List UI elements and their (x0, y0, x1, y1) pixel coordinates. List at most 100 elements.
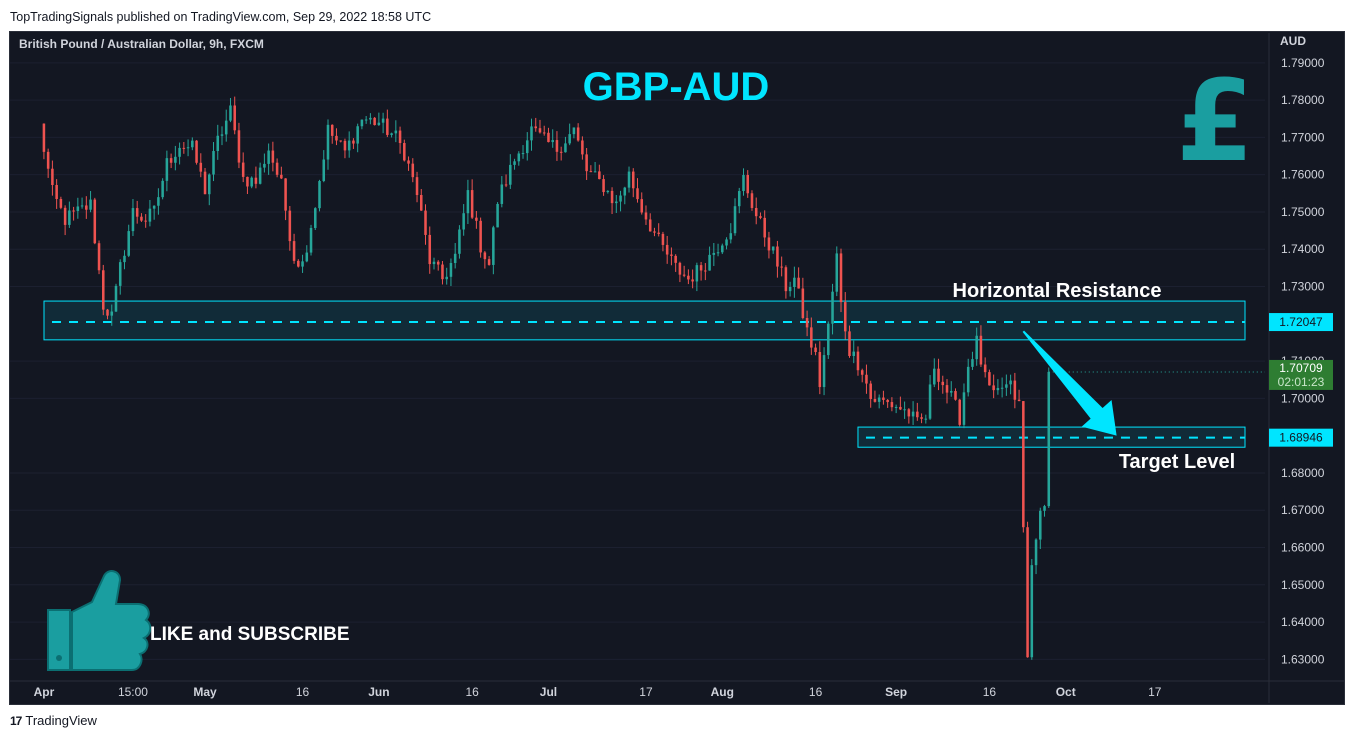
candle (449, 258, 453, 286)
candle-body (313, 208, 317, 228)
candle-body (152, 205, 156, 209)
candle-body (737, 191, 741, 207)
candle (445, 267, 448, 285)
candle-body (496, 203, 499, 228)
candle (585, 147, 588, 180)
candle-body (780, 266, 783, 268)
candle-body (377, 122, 381, 126)
candle-body (623, 187, 627, 196)
candle-body (1047, 371, 1051, 507)
candle-body (59, 199, 63, 208)
candle (979, 325, 983, 367)
candle-body (776, 246, 779, 267)
candle (602, 175, 605, 196)
candle (462, 204, 465, 236)
candle-body (827, 323, 830, 356)
candle (822, 347, 826, 396)
candle-body (627, 171, 631, 188)
candle (949, 381, 953, 397)
candle (258, 162, 262, 185)
candle-body (216, 135, 220, 152)
candle-body (263, 163, 266, 168)
candle-body (907, 409, 911, 417)
candle-body (517, 153, 521, 162)
candle (224, 109, 228, 142)
candle-body (771, 246, 775, 251)
candle-body (72, 210, 75, 212)
candle-body (797, 277, 800, 289)
tradingview-footer: 17 TradingView (10, 713, 97, 728)
symbol-info[interactable]: British Pound / Australian Dollar, 9h, F… (19, 37, 264, 51)
candle-body (212, 151, 215, 175)
y-tick-label: 1.79000 (1281, 56, 1325, 70)
candle (165, 150, 169, 192)
candle-body (653, 231, 656, 233)
candle (381, 112, 385, 134)
candle (292, 233, 296, 264)
candle (398, 126, 402, 154)
candle (140, 213, 143, 222)
candle-body (843, 302, 847, 332)
candle-body (174, 156, 177, 163)
candle (661, 231, 665, 252)
candle (962, 383, 966, 429)
x-tick-label: Aug (711, 685, 734, 699)
candle (860, 368, 864, 383)
y-tick-label: 1.65000 (1281, 578, 1325, 592)
candle (708, 246, 711, 271)
candle-body (754, 207, 758, 217)
candle-body (903, 409, 906, 411)
candle-body (805, 318, 809, 328)
candle-body (475, 217, 478, 221)
y-tick-label: 1.77000 (1281, 130, 1325, 144)
x-tick-label: Apr (34, 685, 55, 699)
candle (793, 266, 796, 298)
candle (814, 343, 817, 356)
candle (958, 398, 962, 427)
candle (627, 166, 631, 193)
candle-body (916, 411, 919, 418)
candle (144, 214, 147, 228)
candle-body (852, 351, 856, 357)
candle-body (555, 140, 559, 152)
candle (903, 401, 906, 419)
candle (233, 96, 236, 135)
candle (411, 158, 415, 183)
candle-body (280, 174, 283, 179)
y-tick-label: 1.76000 (1281, 168, 1325, 182)
candle (678, 261, 682, 283)
candle (886, 398, 889, 408)
candle (360, 119, 364, 130)
candle-body (746, 175, 750, 194)
candle-body (810, 327, 813, 348)
candle (581, 136, 584, 160)
candle (873, 390, 877, 403)
candle-body (674, 255, 677, 263)
candle (810, 317, 813, 355)
candle (704, 263, 707, 281)
candle-body (547, 132, 550, 143)
candle (152, 205, 156, 220)
candle (458, 225, 461, 259)
candle (386, 109, 389, 138)
candle-body (924, 418, 928, 420)
candle (742, 168, 745, 196)
candle (517, 151, 521, 166)
candle-body (432, 261, 436, 265)
candle-body (169, 158, 173, 163)
candle (110, 304, 114, 326)
candle-body (729, 233, 733, 240)
candle-body (203, 171, 207, 195)
candle (1043, 504, 1046, 517)
candle-body (911, 411, 915, 417)
candle (89, 191, 92, 213)
candle (195, 140, 198, 165)
candle-body (860, 370, 864, 375)
candle-body (945, 385, 949, 393)
candle (954, 388, 957, 401)
candle (246, 176, 249, 195)
candle (106, 308, 109, 320)
candle-body (487, 259, 491, 265)
candle (419, 189, 423, 211)
candle-body (220, 134, 224, 136)
